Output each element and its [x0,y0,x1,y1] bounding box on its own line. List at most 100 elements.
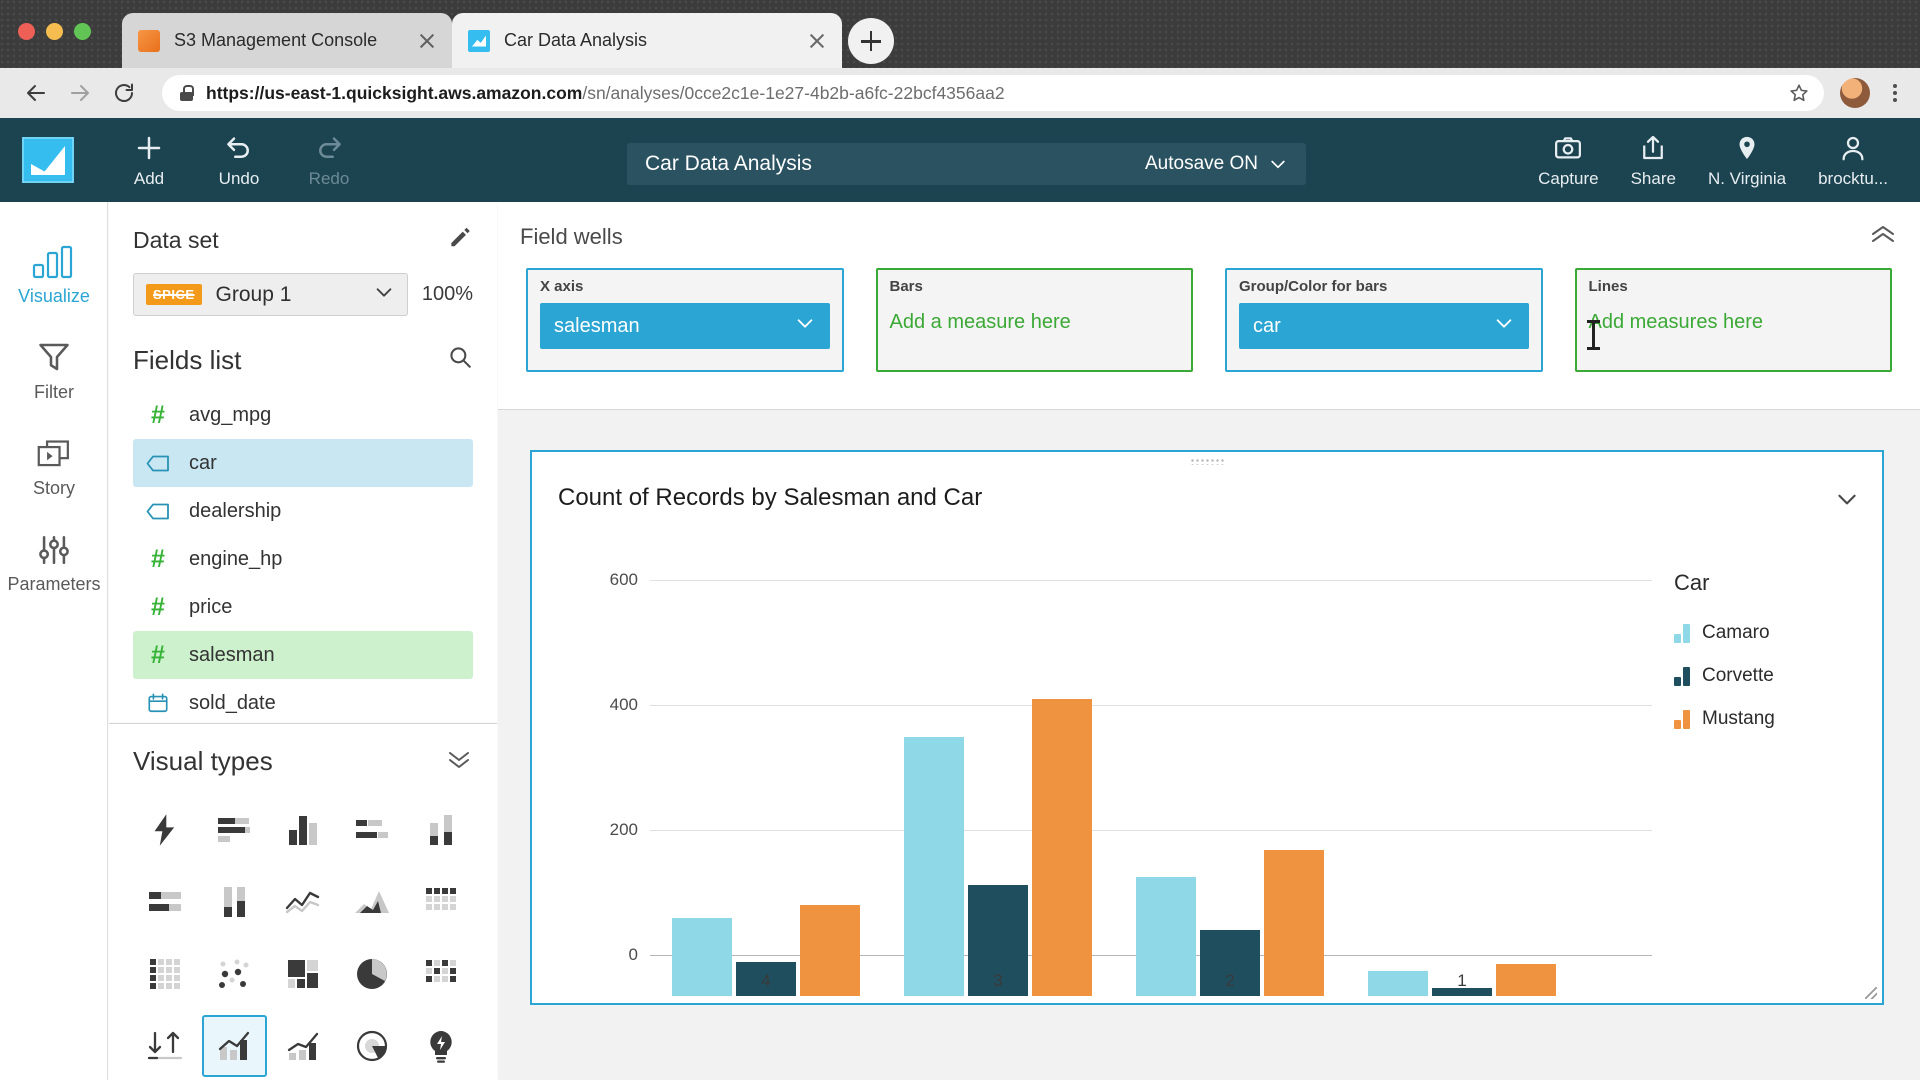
dataset-dropdown[interactable]: SPICE Group 1 [133,273,408,316]
address-bar[interactable]: https://us-east-1.quicksight.aws.amazon.… [162,75,1824,111]
chart-bar[interactable] [672,917,732,996]
visual-type-horizontal-bar-chart-icon[interactable] [202,799,267,861]
legend-item-camaro[interactable]: Camaro [1674,622,1854,644]
field-item-salesman[interactable]: # salesman [133,631,473,679]
field-item-car[interactable]: car [133,439,473,487]
visual-type-clustered-vertical-bar-icon[interactable] [408,799,473,861]
new-tab-button[interactable] [848,18,894,64]
sidebar-item-visualize[interactable]: Visualize [0,224,108,320]
chart-bar[interactable] [1136,877,1196,996]
field-pill-car[interactable]: car [1239,303,1529,349]
drag-grip-icon[interactable] [1190,458,1224,465]
chart-bar[interactable] [1496,963,1556,996]
field-item-dealership[interactable]: dealership [133,487,473,535]
well-lines[interactable]: Lines Add measures here [1574,268,1892,372]
chevron-down-icon[interactable] [1493,312,1515,340]
capture-button[interactable]: Capture [1522,118,1614,202]
visual-type-kpi-icon[interactable] [133,1015,198,1077]
search-icon[interactable] [447,344,473,377]
left-nav-rail: Visualize Filter Story [0,202,108,1080]
visual-type-heat-map-icon[interactable] [408,943,473,1005]
quicksight-logo[interactable] [22,137,74,183]
undo-button[interactable]: Undo [194,118,284,202]
chart-bar[interactable] [1368,971,1428,996]
field-item-engine_hp[interactable]: # engine_hp [133,535,473,583]
url-domain: https://us-east-1.quicksight.aws.amazon.… [206,82,583,103]
visual-type-scatter-plot-icon[interactable] [202,943,267,1005]
chevron-double-up-icon[interactable] [1868,222,1898,252]
chart-bar[interactable] [1032,699,1092,996]
pencil-icon[interactable] [447,224,473,256]
chart-bar[interactable] [1432,987,1492,996]
share-button[interactable]: Share [1615,118,1692,202]
bookmark-star-icon[interactable] [1788,82,1810,104]
browser-menu-button[interactable] [1884,84,1906,102]
url-path: /sn/analyses/0cce2c1e-1e27-4b2b-a6fc-22b… [582,82,1005,103]
chevron-down-icon[interactable] [794,312,816,340]
field-item-sold_date[interactable]: sold_date [133,679,473,727]
visual-type-insight-bulb-icon[interactable] [408,1015,473,1077]
browser-profile-avatar[interactable] [1840,78,1870,108]
visual-container[interactable]: Count of Records by Salesman and Car Car… [530,450,1884,1005]
visual-type-horizontal-stacked-100-icon[interactable] [133,871,198,933]
visual-type-tree-map-icon[interactable] [271,943,336,1005]
visual-type-combo-stacked-bar-icon[interactable] [271,1015,336,1077]
visual-type-line-chart-icon[interactable] [271,871,336,933]
sidebar-item-filter[interactable]: Filter [0,320,108,416]
chart-plot: Car Camaro Corvette [532,532,1882,1003]
sidebar-item-label: Visualize [18,286,90,306]
forward-button[interactable] [58,71,102,115]
close-icon[interactable] [416,30,438,52]
close-icon[interactable] [806,30,828,52]
chart-bar[interactable] [968,884,1028,996]
user-menu-button[interactable]: brocktu... [1802,118,1904,202]
visual-type-table-icon[interactable] [408,871,473,933]
redo-button[interactable]: Redo [284,118,374,202]
sidebar-item-label: Filter [34,382,74,402]
visual-type-donut-chart-icon[interactable] [339,1015,404,1077]
visual-menu-button[interactable] [1834,486,1860,517]
reload-button[interactable] [102,71,146,115]
visual-type-vertical-bar-chart-icon[interactable] [271,799,336,861]
chart-bar[interactable] [904,736,964,996]
visual-type-vertical-stacked-100-icon[interactable] [202,871,267,933]
visual-type-area-line-chart-icon[interactable] [339,871,404,933]
legend-item-mustang[interactable]: Mustang [1674,708,1854,730]
legend-item-corvette[interactable]: Corvette [1674,665,1854,687]
analysis-title-bar[interactable]: Car Data Analysis Autosave ON [627,143,1306,185]
sidebar-item-story[interactable]: Story [0,416,108,512]
autosave-dropdown[interactable]: Autosave ON [1145,153,1288,175]
well-x-axis[interactable]: X axis salesman [526,268,844,372]
close-window-button[interactable] [18,23,35,40]
visual-canvas: Count of Records by Salesman and Car Car… [498,410,1920,1080]
browser-tab-car-data-analysis[interactable]: Car Data Analysis [452,13,842,68]
well-label: Bars [889,278,923,295]
add-button[interactable]: Add [104,118,194,202]
dataset-title: Data set [133,226,219,253]
field-item-avg_mpg[interactable]: # avg_mpg [133,391,473,439]
visual-type-stacked-horizontal-bar-icon[interactable] [339,799,404,861]
chart-bar[interactable] [1200,930,1260,996]
field-item-price[interactable]: # price [133,583,473,631]
well-group-color-for-bars[interactable]: Group/Color for bars car [1225,268,1543,372]
x-axis-tick-label: 1 [1457,971,1467,990]
visual-type-pivot-table-icon[interactable] [133,943,198,1005]
field-pill-salesman[interactable]: salesman [540,303,830,349]
browser-tab-s3[interactable]: S3 Management Console [122,13,452,68]
chart-bar[interactable] [1264,850,1324,996]
region-button[interactable]: N. Virginia [1692,118,1802,202]
sidebar-item-parameters[interactable]: Parameters [0,512,108,608]
maximize-window-button[interactable] [74,23,91,40]
chart-bar[interactable] [800,905,860,996]
chart-bar[interactable] [736,961,796,996]
chevron-double-down-icon[interactable] [445,746,473,777]
resize-handle-icon[interactable] [1865,987,1877,999]
visual-type-combo-line-bar-chart-icon[interactable] [201,1015,267,1077]
back-button[interactable] [14,71,58,115]
visual-type-autograph-icon[interactable] [133,799,198,861]
dataset-card: Data set SPICE Group 1 [109,202,497,724]
visual-type-pie-chart-icon[interactable] [339,943,404,1005]
minimize-window-button[interactable] [46,23,63,40]
chart-gridline [650,830,1652,831]
well-bars[interactable]: Bars Add a measure here [875,268,1193,372]
